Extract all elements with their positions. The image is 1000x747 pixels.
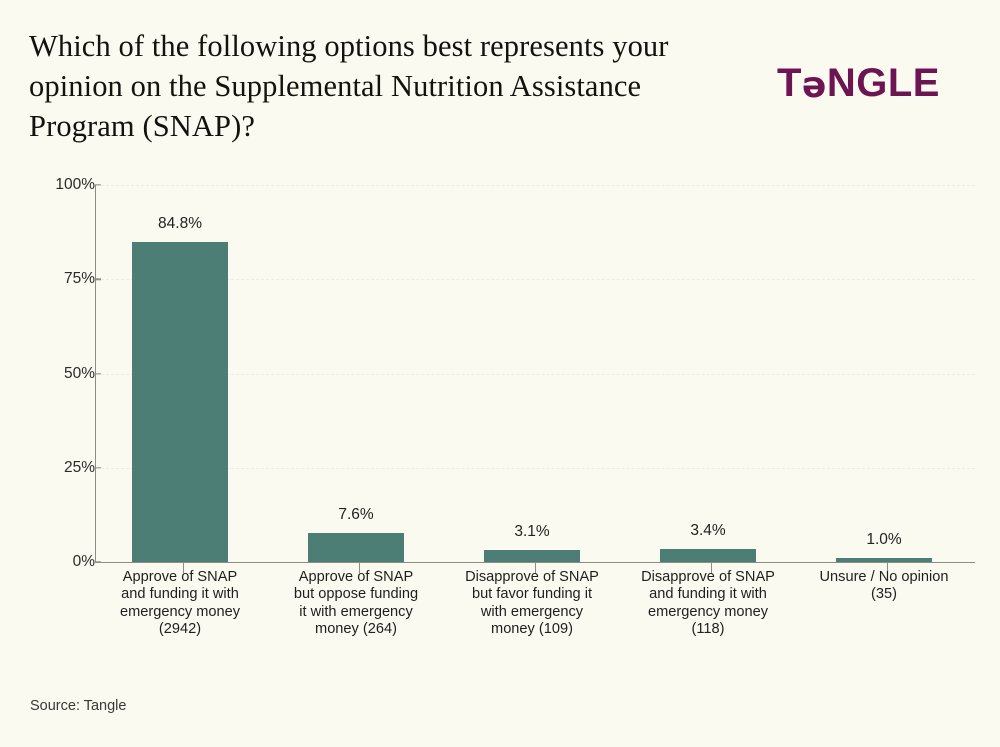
bar-value-0: 84.8% — [158, 215, 202, 233]
bar-2[interactable] — [484, 550, 580, 562]
cat-3-line-0: Disapprove of SNAP — [641, 569, 775, 585]
logo-text-t: T — [777, 61, 802, 105]
y-tick-label-100: 100% — [55, 176, 95, 193]
bar-value-4: 1.0% — [866, 531, 902, 549]
y-tick-mark-75 — [95, 278, 101, 280]
logo-text-ngle: NGLE — [826, 61, 940, 105]
cat-1-line-2: it with emergency — [299, 603, 413, 620]
bar-4[interactable] — [836, 558, 932, 562]
chart-header: Which of the following options best repr… — [0, 0, 1000, 160]
x-tick-3 — [711, 562, 713, 573]
x-category-label-0: Approve of SNAP and funding it with emer… — [94, 569, 266, 639]
page-title: Which of the following options best repr… — [29, 29, 677, 143]
cat-2-line-3: money (109) — [491, 621, 573, 638]
y-tick-label-50: 50% — [63, 364, 95, 382]
cat-4-line-0: Unsure / No opinion — [819, 569, 949, 585]
cat-2-line-2: with emergency — [480, 603, 584, 620]
bar-value-3: 3.4% — [690, 522, 726, 540]
x-tick-4 — [887, 562, 889, 573]
bar-1[interactable] — [308, 533, 404, 562]
y-tick-mark-50 — [95, 372, 101, 375]
cat-3-line-3: (118) — [691, 621, 725, 638]
cat-2-line-1: but favor funding it — [471, 586, 593, 603]
cat-1-line-3: money (264) — [315, 621, 397, 638]
cat-0-line-1: and funding it with — [121, 586, 239, 603]
x-category-label-1: Approve of SNAP but oppose funding it wi… — [270, 569, 442, 639]
bar-0[interactable] — [132, 242, 228, 562]
logo-text-schwa: ə — [801, 65, 827, 106]
cat-0-line-2: emergency money — [119, 603, 241, 620]
y-tick-label-25: 25% — [63, 458, 95, 476]
y-tick-label-0: 0% — [72, 553, 95, 570]
x-tick-1 — [359, 562, 361, 573]
x-tick-2 — [535, 562, 537, 573]
cat-3-line-1: and funding it with — [649, 586, 767, 603]
cat-0-line-0: Approve of SNAP — [122, 569, 238, 585]
y-tick-mark-0 — [95, 561, 101, 563]
gridline-100 — [96, 185, 975, 187]
cat-3-line-2: emergency money — [647, 603, 769, 620]
source-note: Source: Tangle — [30, 698, 127, 714]
bar-value-1: 7.6% — [338, 506, 374, 524]
cat-1-line-0: Approve of SNAP — [298, 569, 414, 585]
x-tick-0 — [183, 562, 185, 573]
x-category-label-4: Unsure / No opinion (35) — [794, 569, 974, 604]
gridline-25 — [96, 467, 975, 470]
bar-3[interactable] — [660, 549, 756, 562]
cat-1-line-1: but oppose funding — [293, 586, 419, 603]
bar-value-2: 3.1% — [514, 523, 550, 541]
gridline-50 — [96, 373, 975, 376]
cat-4-line-1: (35) — [871, 586, 897, 603]
x-category-label-3: Disapprove of SNAP and funding it with e… — [620, 569, 796, 639]
y-tick-mark-100 — [95, 184, 101, 186]
y-tick-label-75: 75% — [63, 270, 95, 288]
cat-2-line-0: Disapprove of SNAP — [465, 569, 599, 585]
gridline-75 — [96, 279, 975, 281]
bars-layer: 84.8% 7.6% 3.1% 3.4% 1.0% — [95, 185, 975, 562]
x-category-label-2: Disapprove of SNAP but favor funding it … — [444, 569, 620, 639]
cat-0-line-3: (2942) — [158, 621, 202, 638]
y-tick-mark-25 — [95, 467, 101, 469]
